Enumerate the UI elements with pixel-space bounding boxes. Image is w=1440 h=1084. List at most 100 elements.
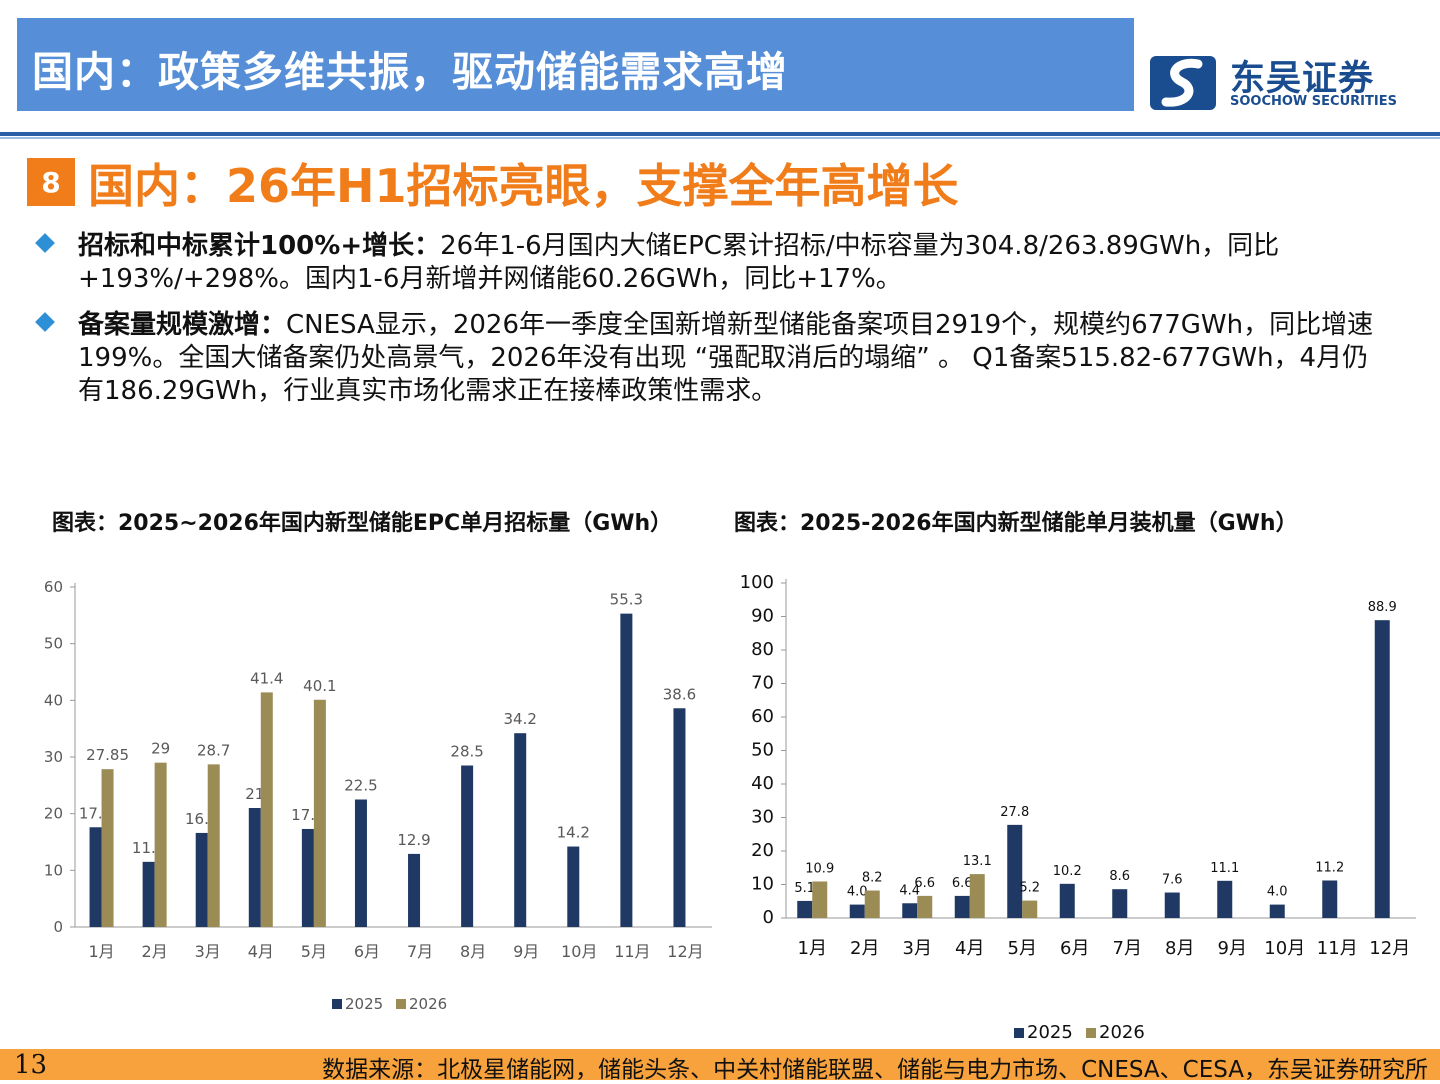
y-tick-label: 70 xyxy=(751,673,774,694)
data-label: 34.2 xyxy=(504,710,537,728)
data-label: 4.0 xyxy=(1267,885,1288,900)
x-category-label: 6月 xyxy=(354,942,380,961)
bar-2026 xyxy=(864,890,880,918)
y-tick-label: 50 xyxy=(44,635,63,653)
bar-2025 xyxy=(902,903,918,918)
x-category-label: 5月 xyxy=(1008,938,1037,959)
y-tick-label: 30 xyxy=(751,807,774,828)
x-category-label: 9月 xyxy=(513,942,539,961)
bar-2025 xyxy=(301,828,314,927)
legend-label: 2025 xyxy=(1027,1022,1073,1043)
data-label: 22.5 xyxy=(344,777,377,795)
x-category-label: 8月 xyxy=(460,942,486,961)
diamond-bullet-icon xyxy=(35,233,55,253)
y-tick-label: 40 xyxy=(751,773,774,794)
bullet-heading: 招标和中标累计100%+增长： xyxy=(78,231,441,261)
data-label: 27.85 xyxy=(86,746,129,764)
bar-2025 xyxy=(1217,880,1233,918)
bar-2025 xyxy=(1059,883,1075,918)
page-title: 国内：政策多维共振，驱动储能需求高增 xyxy=(32,48,788,96)
x-category-label: 2月 xyxy=(850,938,879,959)
section-title: 国内：26年H1招标亮眼，支撑全年高增长 xyxy=(88,159,959,213)
bullet-text: 备案量规模激增：CNESA显示，2026年一季度全国新增新型储能备案项目2919… xyxy=(78,309,1378,408)
x-category-label: 11月 xyxy=(1317,938,1358,959)
bar-2025 xyxy=(195,832,208,927)
data-label: 6.6 xyxy=(914,876,935,891)
legend-label: 2026 xyxy=(1099,1022,1145,1043)
y-tick-label: 0 xyxy=(763,907,774,928)
y-tick-label: 60 xyxy=(751,706,774,727)
data-label: 10.2 xyxy=(1053,864,1082,879)
legend-label: 2025 xyxy=(345,995,383,1013)
data-label: 41.4 xyxy=(250,669,283,687)
logo-cn-text: 东吴证券 xyxy=(1230,59,1375,99)
data-label: 13.1 xyxy=(963,854,992,869)
bar-2025 xyxy=(673,708,686,927)
data-label: 21 xyxy=(245,785,264,803)
data-label: 40.1 xyxy=(303,677,336,695)
bar-2026 xyxy=(812,881,828,918)
bar-2026 xyxy=(1022,900,1038,918)
diamond-bullet-icon xyxy=(35,312,55,332)
bullet-body: CNESA显示，2026年一季度全国新增新型储能备案项目2919个，规模约677… xyxy=(78,310,1374,406)
x-category-label: 11月 xyxy=(614,942,650,961)
y-tick-label: 80 xyxy=(751,639,774,660)
y-tick-label: 50 xyxy=(751,740,774,761)
data-label: 8.2 xyxy=(862,871,883,886)
y-tick-label: 20 xyxy=(44,805,63,823)
x-category-label: 2月 xyxy=(142,942,168,961)
page-number: 13 xyxy=(14,1050,48,1080)
footer-band xyxy=(0,1049,1440,1080)
x-category-label: 12月 xyxy=(667,942,703,961)
y-tick-label: 20 xyxy=(751,840,774,861)
legend-swatch xyxy=(396,999,406,1009)
legend-swatch xyxy=(332,999,342,1009)
x-category-label: 7月 xyxy=(1113,938,1142,959)
bar-2025 xyxy=(849,904,865,918)
data-label: 11.1 xyxy=(1210,861,1239,876)
header-rule xyxy=(0,132,1440,136)
header-rule-light xyxy=(0,137,1440,139)
x-category-label: 7月 xyxy=(407,942,433,961)
bar-2025 xyxy=(1374,620,1390,918)
y-tick-label: 100 xyxy=(740,572,774,593)
y-tick-label: 10 xyxy=(751,874,774,895)
data-label: 5.2 xyxy=(1019,881,1040,896)
bar-2026 xyxy=(101,769,114,927)
bar-2026 xyxy=(207,764,220,927)
x-category-label: 12月 xyxy=(1369,938,1410,959)
bar-2026 xyxy=(313,699,326,927)
legend-swatch xyxy=(1014,1028,1024,1038)
bullet-body: 26年1-6月国内大储EPC累计招标/中标容量为304.8/263.89GWh，… xyxy=(78,231,1280,294)
bar-2025 xyxy=(89,827,102,927)
bar-2025 xyxy=(797,900,813,918)
company-logo: 东吴证券 SOOCHOW SECURITIES xyxy=(1148,52,1428,114)
data-label: 12.9 xyxy=(397,831,430,849)
logo-en-text: SOOCHOW SECURITIES xyxy=(1230,94,1397,109)
x-category-label: 8月 xyxy=(1165,938,1194,959)
chart-title-install: 图表：2025-2026年国内新型储能单月装机量（GWh） xyxy=(734,511,1298,536)
data-label: 4.0 xyxy=(847,885,868,900)
x-category-label: 6月 xyxy=(1060,938,1089,959)
bar-2025 xyxy=(354,799,367,927)
bar-2026 xyxy=(260,692,273,927)
bar-2025 xyxy=(1112,889,1128,918)
bar-2025 xyxy=(1322,880,1338,918)
data-label: 55.3 xyxy=(610,591,643,609)
x-category-label: 9月 xyxy=(1218,938,1247,959)
bar-2026 xyxy=(917,895,933,918)
bar-2025 xyxy=(620,613,633,927)
bar-2025 xyxy=(567,846,580,927)
y-tick-label: 60 xyxy=(44,578,63,596)
bar-2025 xyxy=(408,853,421,927)
x-category-label: 1月 xyxy=(798,938,827,959)
data-label: 27.8 xyxy=(1000,805,1029,820)
data-label: 8.6 xyxy=(1109,869,1130,884)
header-band xyxy=(17,18,1134,111)
y-tick-label: 30 xyxy=(44,748,63,766)
section-number-badge: 8 xyxy=(27,158,75,206)
data-label: 7.6 xyxy=(1162,873,1183,888)
bar-2025 xyxy=(1007,824,1023,918)
data-label: 5.1 xyxy=(794,881,815,896)
bar-2026 xyxy=(969,874,985,918)
